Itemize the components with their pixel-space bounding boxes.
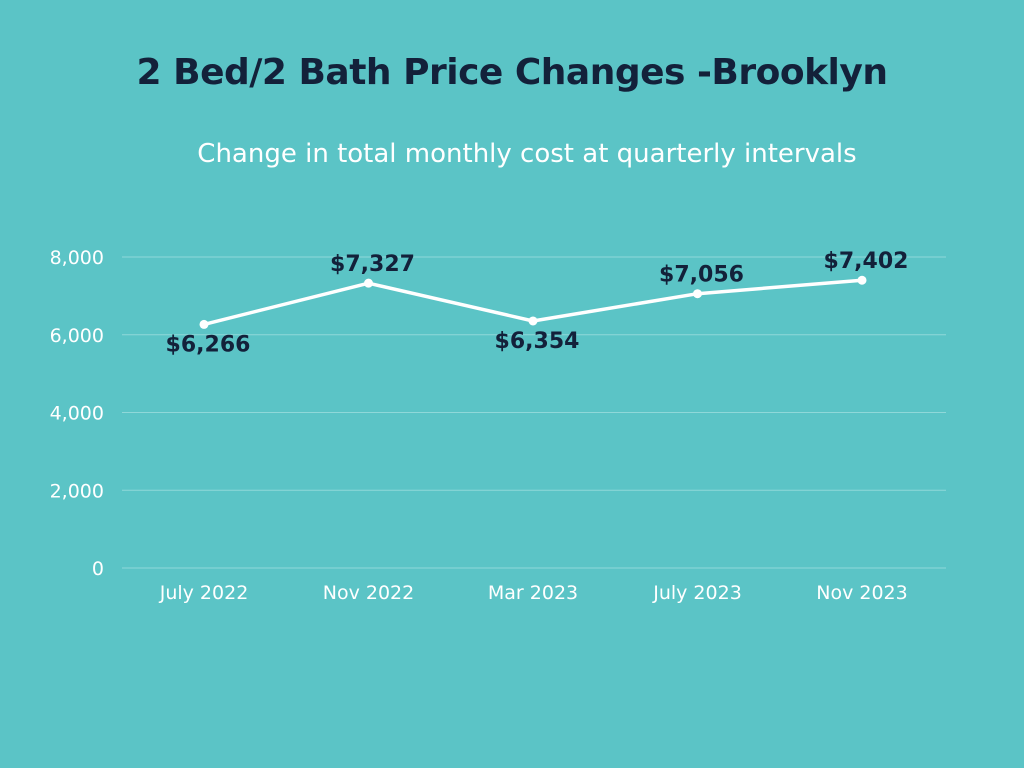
data-point [364,278,373,288]
gridlines [122,256,946,569]
y-axis-ticks: 0 2,000 4,000 6,000 8,000 [50,247,104,580]
x-tick-label: Mar 2023 [488,582,578,604]
data-point [528,316,538,326]
x-tick-label: Nov 2023 [816,582,907,604]
data-label: $7,056 [659,263,744,288]
y-tick-label: 6,000 [50,325,104,347]
data-labels: $6,266 $7,327 $6,354 $7,056 $7,402 [166,249,909,357]
data-label: $6,266 [166,332,251,357]
series-points [199,275,867,329]
y-tick-label: 8,000 [50,247,104,269]
y-tick-label: 2,000 [50,480,104,502]
x-tick-label: Nov 2022 [323,582,414,604]
y-tick-label: 0 [92,558,104,580]
data-point [693,289,702,299]
data-label: $7,327 [330,252,415,277]
x-tick-label: July 2023 [652,582,742,604]
data-point [199,319,209,329]
data-label: $7,402 [824,249,909,274]
chart-subtitle: Change in total monthly cost at quarterl… [197,139,857,169]
data-label: $6,354 [495,329,580,354]
chart-title: 2 Bed/2 Bath Price Changes -Brooklyn [136,52,888,93]
x-tick-label: July 2022 [159,582,249,604]
y-tick-label: 4,000 [50,403,104,425]
x-axis-ticks: July 2022 Nov 2022 Mar 2023 July 2023 Nov 20… [159,582,908,604]
data-point [857,275,867,285]
